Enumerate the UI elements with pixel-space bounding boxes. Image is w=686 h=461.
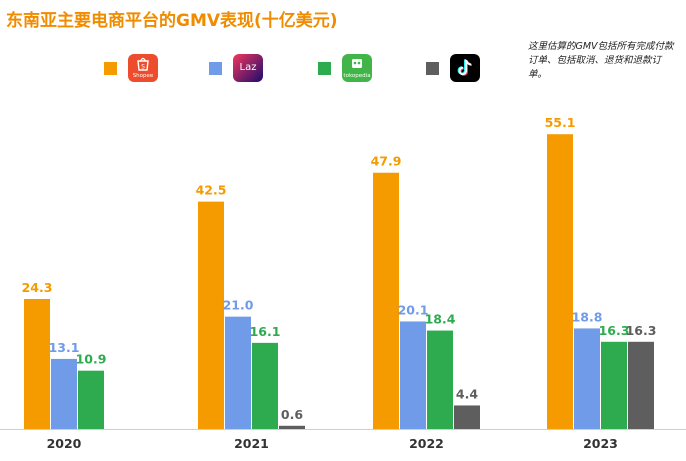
bar-2023-s0	[547, 134, 573, 429]
data-label-2022-s1: 20.1	[398, 302, 429, 317]
data-label-2021-s1: 21.0	[223, 298, 254, 313]
bar-2021-s0	[198, 201, 224, 429]
svg-text:S: S	[141, 64, 145, 71]
data-label-2021-s2: 16.1	[250, 324, 281, 339]
bar-2020-s0	[24, 298, 50, 429]
x-tick-label-2023: 2023	[583, 436, 618, 451]
data-label-2020-s1: 13.1	[49, 340, 80, 355]
data-label-2023-s3: 16.3	[626, 323, 657, 338]
legend-swatch-tiktok	[426, 62, 439, 75]
data-label-2021-s3: 0.6	[281, 407, 303, 422]
shopee-bag-icon: S Shopee	[128, 54, 158, 82]
chart-note: 这里估算的GMV包括所有完成付款订单、包括取消、退货和退款订单。	[528, 41, 674, 80]
legend: S Shopee Laz tokopedia	[0, 54, 540, 84]
bar-2021-s1	[225, 316, 251, 429]
legend-logo-text-shopee: Shopee	[132, 73, 154, 79]
legend-swatch-tokopedia	[318, 62, 331, 75]
data-label-2021-s0: 42.5	[196, 183, 227, 198]
bar-2023-s2	[601, 341, 627, 429]
legend-logo-text-lazada: Laz	[239, 62, 257, 73]
bar-2021-s2	[252, 342, 278, 429]
legend-swatch-lazada	[209, 62, 222, 75]
data-label-2023-s0: 55.1	[545, 115, 576, 130]
x-tick-label-2020: 2020	[47, 436, 82, 451]
legend-logo-text-tokopedia: tokopedia	[343, 73, 371, 79]
legend-swatch-shopee	[104, 62, 117, 75]
bar-2022-s1	[400, 321, 426, 429]
data-label-2022-s0: 47.9	[371, 154, 402, 169]
bar-2022-s0	[373, 172, 399, 430]
lazada-logo-icon: Laz	[233, 54, 263, 82]
chart-title: 东南亚主要电商平台的GMV表现(十亿美元)	[6, 11, 338, 31]
tokopedia-bag-icon: tokopedia	[342, 54, 372, 82]
bar-2022-s2	[427, 330, 453, 429]
data-label-2022-s3: 4.4	[456, 386, 478, 401]
bar-2020-s2	[78, 370, 104, 429]
x-tick-label-2021: 2021	[234, 436, 269, 451]
tiktok-note-icon	[450, 54, 480, 82]
bar-2023-s3	[628, 341, 654, 429]
bar-2022-s3	[454, 405, 480, 429]
bar-2020-s1	[51, 358, 77, 429]
x-tick-label-2022: 2022	[409, 436, 444, 451]
data-label-2023-s1: 18.8	[572, 309, 603, 324]
data-label-2022-s2: 18.4	[425, 312, 456, 327]
bar-2021-s3	[279, 425, 305, 429]
data-label-2020-s2: 10.9	[76, 352, 107, 367]
data-label-2023-s2: 16.3	[599, 323, 630, 338]
bar-2023-s1	[574, 328, 600, 429]
data-label-2020-s0: 24.3	[22, 280, 53, 295]
